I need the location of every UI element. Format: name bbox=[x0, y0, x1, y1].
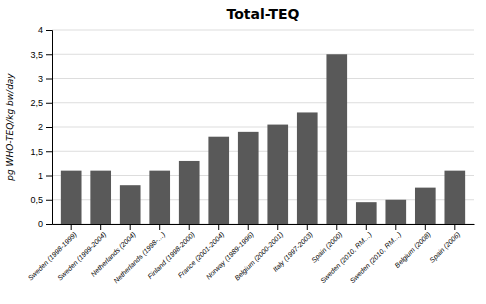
y-tick: 0 bbox=[38, 219, 52, 229]
y-tick: 1,5 bbox=[30, 147, 52, 157]
x-tick-label: Spain (2006) bbox=[428, 231, 462, 265]
x-tick: Spain (2006) bbox=[428, 224, 462, 265]
y-tick-label: 3 bbox=[38, 74, 43, 84]
bar bbox=[90, 171, 111, 224]
y-tick-mark bbox=[46, 54, 52, 55]
y-axis: 0 0,5 1 1,5 2 2,5 3 3,5 4 bbox=[30, 25, 52, 229]
x-tick-mark bbox=[218, 224, 219, 230]
bar bbox=[444, 171, 465, 224]
grid-line bbox=[52, 175, 474, 176]
y-tick-mark bbox=[46, 103, 52, 104]
y-tick-label: 0 bbox=[38, 219, 43, 229]
x-tick-mark bbox=[366, 224, 367, 230]
y-tick-label: 1 bbox=[38, 171, 43, 181]
x-tick-mark bbox=[248, 224, 249, 230]
grid-line bbox=[52, 199, 474, 200]
y-tick-label: 4 bbox=[38, 25, 43, 35]
x-tick: Sweden (1998-1999) bbox=[27, 224, 79, 282]
x-tick: Belgium (2008) bbox=[393, 224, 432, 270]
grid-line bbox=[52, 78, 474, 79]
y-tick-mark bbox=[46, 176, 52, 177]
y-tick-label: 2,5 bbox=[30, 98, 43, 108]
x-tick: Finland (1998-2000) bbox=[146, 224, 196, 281]
grid-line bbox=[52, 102, 474, 103]
y-tick-mark bbox=[46, 30, 52, 31]
bar bbox=[61, 171, 82, 224]
x-tick: Norway (1989-1996) bbox=[205, 224, 256, 281]
x-tick-label: Sweden (1998-1999) bbox=[27, 231, 79, 283]
x-tick-label: France (2001-2004) bbox=[177, 231, 226, 280]
bar bbox=[208, 137, 229, 224]
bars bbox=[61, 54, 465, 224]
y-tick: 4 bbox=[38, 25, 52, 35]
x-tick-mark bbox=[307, 224, 308, 230]
x-tick-mark bbox=[277, 224, 278, 230]
x-tick: Italy (1997-2003) bbox=[271, 224, 314, 274]
y-axis-title: pg WHO-TEQ/kg bw/day bbox=[5, 73, 15, 182]
grid-line bbox=[52, 151, 474, 152]
grid-line bbox=[52, 127, 474, 128]
x-tick-mark bbox=[71, 224, 72, 230]
y-tick-label: 0,5 bbox=[30, 195, 43, 205]
grid-line bbox=[52, 30, 474, 31]
bar bbox=[356, 202, 377, 224]
x-axis-line bbox=[53, 224, 475, 225]
y-tick: 3,5 bbox=[30, 50, 52, 60]
bar bbox=[238, 132, 259, 224]
y-tick: 3 bbox=[38, 74, 52, 84]
y-tick: 0,5 bbox=[30, 195, 52, 205]
y-tick: 2 bbox=[38, 122, 52, 132]
x-tick-label: Belgium (2008) bbox=[393, 231, 432, 270]
x-tick-mark bbox=[130, 224, 131, 230]
grid-line bbox=[52, 224, 474, 225]
bar bbox=[120, 185, 141, 224]
chart: 00,511,522,533,54Sweden (1998-1999)Swede… bbox=[0, 0, 486, 304]
y-tick-mark bbox=[46, 224, 52, 225]
x-tick: Belgium (2000-2001) bbox=[233, 224, 285, 282]
x-tick-mark bbox=[425, 224, 426, 230]
x-tick: Sweden (1999-2004) bbox=[56, 224, 108, 282]
plot: 00,511,522,533,54Sweden (1998-1999)Swede… bbox=[27, 25, 475, 285]
x-tick-mark bbox=[454, 224, 455, 230]
x-tick-label: Netherlands (1998-…) bbox=[112, 231, 167, 286]
y-tick-mark bbox=[46, 127, 52, 128]
x-tick-label: Norway (1989-1996) bbox=[205, 231, 256, 282]
bar bbox=[149, 171, 170, 224]
y-tick: 2,5 bbox=[30, 98, 52, 108]
bar bbox=[326, 54, 347, 224]
y-tick: 1 bbox=[38, 171, 52, 181]
y-tick-label: 2 bbox=[38, 122, 43, 132]
x-tick-label: Sweden (2010, RM…) bbox=[348, 231, 403, 286]
x-tick-mark bbox=[336, 224, 337, 230]
bar bbox=[385, 200, 406, 224]
grid bbox=[52, 30, 474, 224]
y-tick-mark bbox=[46, 200, 52, 201]
x-tick-label: Sweden (2010, RM…) bbox=[319, 231, 374, 286]
y-axis-line bbox=[46, 31, 53, 225]
x-tick-mark bbox=[100, 224, 101, 230]
y-tick-label: 1,5 bbox=[30, 147, 43, 157]
x-tick: Sweden (2010, RM…) bbox=[348, 224, 403, 285]
bar bbox=[179, 161, 200, 224]
x-axis: Sweden (1998-1999)Sweden (1999-2004)Neth… bbox=[27, 224, 475, 285]
x-tick: Netherlands (1998-…) bbox=[112, 224, 167, 285]
bar bbox=[415, 188, 436, 224]
x-tick-mark bbox=[395, 224, 396, 230]
y-tick-mark bbox=[46, 151, 52, 152]
x-tick-label: Finland (1998-2000) bbox=[146, 231, 196, 281]
x-tick-label: Belgium (2000-2001) bbox=[233, 231, 285, 283]
bar bbox=[267, 125, 288, 224]
x-tick-mark bbox=[189, 224, 190, 230]
title: Total-TEQ bbox=[226, 6, 299, 22]
y-tick-label: 3,5 bbox=[30, 50, 43, 60]
x-tick-mark bbox=[159, 224, 160, 230]
bar bbox=[297, 112, 318, 224]
grid-line bbox=[52, 54, 474, 55]
x-tick: Sweden (2010, RM…) bbox=[319, 224, 374, 285]
x-tick-label: Sweden (1999-2004) bbox=[56, 231, 108, 283]
y-tick-mark bbox=[46, 79, 52, 80]
x-tick-label: Italy (1997-2003) bbox=[271, 231, 314, 274]
